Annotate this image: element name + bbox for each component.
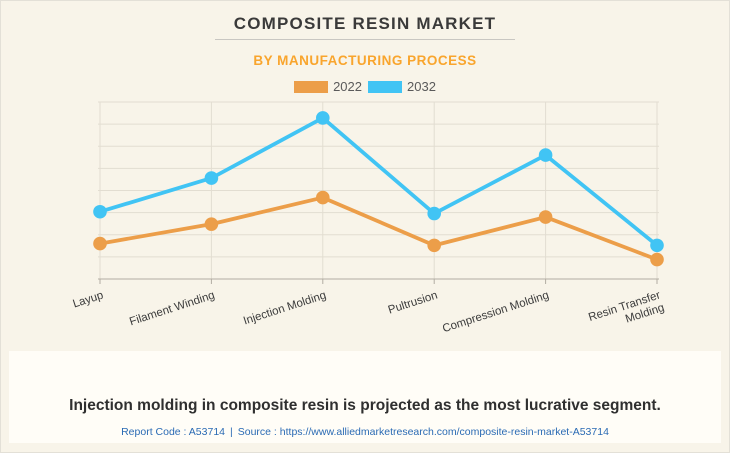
legend-swatch-2032-icon <box>368 80 402 93</box>
source-prefix: Source : <box>237 426 277 438</box>
series-2032 <box>93 111 664 253</box>
source-link[interactable]: https://www.alliedmarketresearch.com/com… <box>279 426 609 438</box>
chart-grid <box>98 101 659 284</box>
legend-item-2032[interactable]: 2032 <box>368 80 436 93</box>
legend-label-2022: 2022 <box>333 79 362 94</box>
x-axis-label-1: Filament Winding <box>128 289 216 328</box>
chart-legend: 2022 2032 <box>1 80 729 93</box>
data-point-2032-5 <box>650 238 664 253</box>
data-point-2022-0 <box>93 236 107 251</box>
line-chart: Layup Filament Winding Injection Molding Pu… <box>71 101 666 336</box>
legend-swatch-2022-icon <box>294 80 329 93</box>
data-point-2032-3 <box>427 206 442 221</box>
data-point-2022-2 <box>316 190 330 205</box>
chart-subtitle: BY MANUFACTURING PROCESS <box>253 53 477 68</box>
x-axis-label-5: Resin TransferMolding <box>587 289 666 336</box>
separator: | <box>230 426 233 438</box>
title-divider <box>215 39 515 40</box>
report-source-line: Report Code : A53714 | Source : https://ww… <box>9 426 721 438</box>
data-point-2022-3 <box>427 238 442 253</box>
data-point-2032-4 <box>538 148 553 162</box>
series-line-2032 <box>98 116 659 248</box>
page-title: COMPOSITE RESIN MARKET <box>233 14 497 33</box>
lucrative-segment-statement: Injection molding in composite resin is … <box>69 397 661 414</box>
x-axis-label-4: Compression Molding <box>441 289 550 335</box>
summary-panel: Injection molding in composite resin is … <box>9 351 721 443</box>
x-axis-label-0: Layup <box>71 289 105 310</box>
data-point-2022-4 <box>538 210 553 224</box>
data-point-2022-5 <box>650 252 664 267</box>
x-axis-label-2: Injection Molding <box>242 289 328 327</box>
legend-item-2022[interactable]: 2022 <box>294 80 362 93</box>
legend-label-2032: 2032 <box>407 79 436 94</box>
data-point-2032-2 <box>316 111 330 125</box>
series-2022 <box>93 190 664 267</box>
data-point-2032-0 <box>93 204 107 219</box>
report-code: Report Code : A53714 <box>121 426 226 438</box>
series-line-2022 <box>98 195 659 262</box>
x-axis-label-3: Pultrusion <box>387 289 439 316</box>
x-axis-labels: Layup Filament Winding Injection Molding Pu… <box>71 289 666 336</box>
data-point-2022-1 <box>204 217 219 231</box>
data-point-2032-1 <box>204 171 219 185</box>
